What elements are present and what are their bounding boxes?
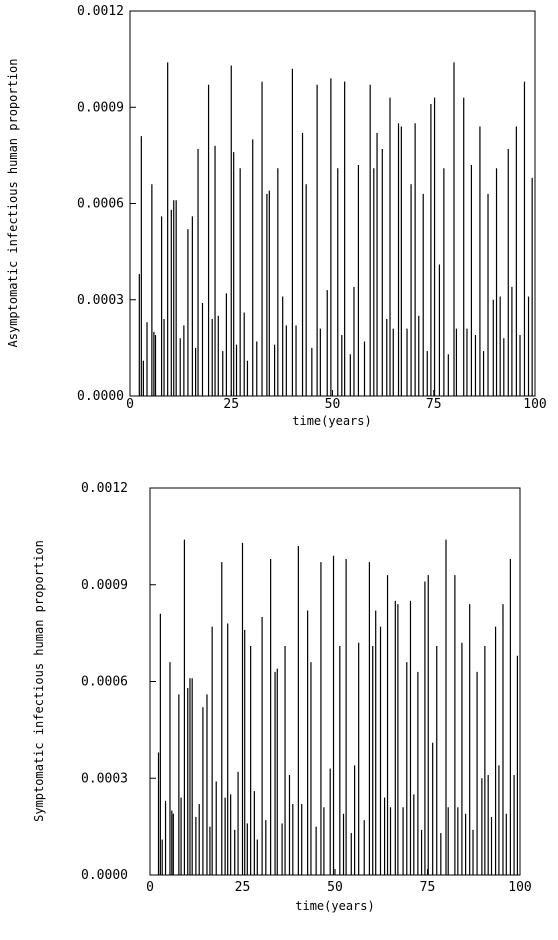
x-tick-label: 75 — [426, 397, 442, 412]
series-lines — [150, 539, 520, 876]
y-ticks: 0.0000 0.0003 0.0006 0.0009 0.0012 — [77, 4, 136, 404]
asymptomatic-chart: 0 25 50 75 100 0.0000 0.0003 0.0006 0.0009 0.001… — [6, 4, 547, 428]
x-axis-label: time(years) — [292, 414, 371, 428]
x-ticks: 0 25 50 75 100 — [126, 390, 547, 412]
x-tick-label: 50 — [327, 880, 343, 895]
y-axis-label: Symptomatic infectious human proportion — [32, 540, 46, 822]
plot-frame — [149, 487, 521, 876]
y-tick-label: 0.0003 — [81, 771, 128, 786]
x-tick-label: 25 — [223, 397, 239, 412]
y-ticks: 0.0000 0.0003 0.0006 0.0009 0.0012 — [81, 481, 156, 883]
y-tick-label: 0.0009 — [77, 100, 124, 115]
x-tick-label: 100 — [508, 880, 531, 895]
symptomatic-chart: 0 25 50 75 100 0.0000 0.0003 0.0006 0.0009 0.001… — [32, 481, 532, 913]
y-tick-label: 0.0006 — [77, 197, 124, 212]
y-tick-label: 0.0000 — [77, 389, 124, 404]
y-tick-label: 0.0012 — [81, 481, 128, 496]
x-axis-label: time(years) — [295, 899, 374, 913]
x-tick-label: 0 — [146, 880, 154, 895]
y-axis-label: Asymptomatic infectious human proportion — [6, 59, 20, 348]
plot-frame — [129, 10, 536, 397]
series-lines — [130, 62, 535, 397]
x-tick-label: 100 — [523, 397, 546, 412]
x-tick-label: 50 — [325, 397, 341, 412]
x-tick-label: 25 — [235, 880, 251, 895]
y-tick-label: 0.0009 — [81, 578, 128, 593]
x-ticks: 0 25 50 75 100 — [146, 869, 532, 895]
y-tick-label: 0.0006 — [81, 675, 128, 690]
x-tick-label: 75 — [420, 880, 436, 895]
x-tick-label: 0 — [126, 397, 134, 412]
y-tick-label: 0.0012 — [77, 4, 124, 19]
y-tick-label: 0.0003 — [77, 293, 124, 308]
y-tick-label: 0.0000 — [81, 868, 128, 883]
